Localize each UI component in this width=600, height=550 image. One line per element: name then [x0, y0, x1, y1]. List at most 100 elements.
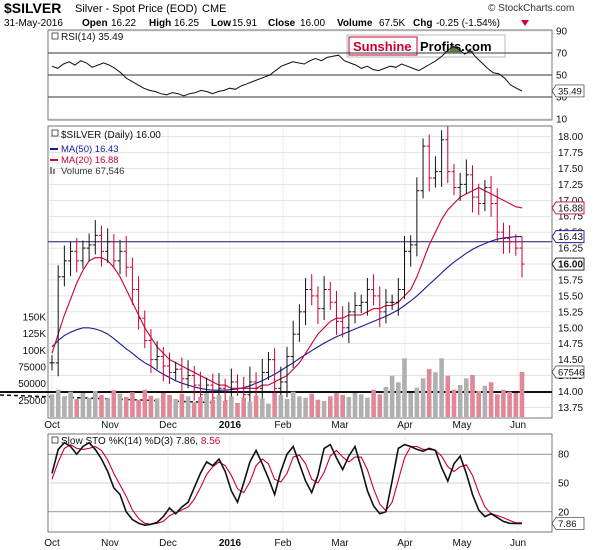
price-x-label: May	[453, 420, 472, 431]
price-bar	[494, 188, 500, 242]
open-value: 16.22	[111, 18, 136, 29]
price-bar	[315, 286, 321, 324]
sto-x-label: Apr	[397, 538, 413, 549]
price-tick-label: 14.00	[558, 387, 583, 398]
legend-volume: Volume 67,546	[61, 166, 124, 177]
price-bar	[340, 306, 346, 338]
down-triangle-icon	[521, 20, 529, 26]
price-bar	[457, 172, 463, 201]
volume-bar	[389, 375, 395, 417]
rsi-layer: 10 30 50 70 90 35.49	[48, 27, 585, 126]
rsi-value-label: 35.49	[558, 86, 582, 97]
price-bar	[61, 245, 67, 287]
sto-tick-label: 50	[558, 479, 570, 490]
watermark: © StockCharts.com	[488, 3, 574, 14]
volume-bar	[358, 394, 364, 417]
price-bar	[160, 346, 166, 382]
price-legend: $SILVER (Daily) 16.00 MA(50) 16.43 MA(20…	[50, 129, 161, 177]
volume-bar	[253, 395, 259, 417]
volume-tick-label: 50000	[18, 379, 46, 390]
chg-value: -0.25 (-1.54%)	[436, 18, 500, 29]
volume-bar	[340, 395, 345, 417]
price-x-label: Feb	[274, 420, 292, 431]
rsi-tick-label: 50	[556, 71, 568, 82]
price-tick-label: 14.50	[558, 355, 583, 366]
price-bar	[129, 257, 135, 305]
price-bar	[148, 329, 154, 374]
price-bar	[439, 130, 445, 187]
sto-x-label: Jun	[510, 538, 526, 549]
sto-x-label: Mar	[331, 538, 349, 549]
volume-bar	[303, 397, 308, 417]
brand-sunshine: Sunshine	[353, 39, 412, 54]
close-value: 16.00	[300, 18, 325, 29]
price-bar	[432, 156, 438, 188]
volume-bar	[501, 389, 506, 417]
volume-value: 67.5K	[379, 18, 405, 29]
volume-bar	[408, 393, 413, 417]
open-label: Open	[82, 18, 108, 29]
price-bar	[395, 278, 401, 316]
volume-bar	[402, 358, 407, 417]
rsi-overbought-fill	[444, 46, 474, 53]
price-tick-label: 15.25	[558, 307, 583, 318]
price-bar	[185, 360, 191, 389]
price-x-label: Apr	[397, 420, 413, 431]
price-tick-label: 17.25	[558, 180, 583, 191]
volume-bar	[507, 391, 512, 417]
volume-bar	[495, 394, 500, 417]
price-x-label: Jun	[510, 420, 526, 431]
price-tick-label: 17.50	[558, 164, 583, 175]
volume-bar	[396, 382, 401, 417]
volume-bar	[105, 398, 110, 417]
volume-bar	[173, 399, 178, 417]
price-bar	[402, 235, 407, 300]
price-bar	[296, 304, 302, 342]
volume-bar	[328, 396, 333, 417]
sto-tick-label: 80	[558, 450, 570, 461]
volume-bar	[445, 375, 451, 417]
volume-bar	[470, 375, 475, 417]
volume-bar	[426, 369, 432, 417]
price-bar	[191, 366, 197, 401]
volume-bar	[519, 372, 525, 417]
volume-bar	[179, 393, 185, 417]
price-bar	[500, 222, 506, 254]
price-tick-label: 13.75	[558, 403, 583, 414]
legend-ma20: MA(20) 16.88	[61, 155, 119, 166]
price-bar	[86, 233, 92, 262]
price-bar	[154, 341, 160, 370]
price-bar	[111, 234, 117, 269]
volume-tick-label: 100K	[23, 346, 47, 357]
price-bar	[358, 294, 364, 314]
volume-bar	[117, 393, 123, 417]
price-bar	[173, 361, 179, 381]
price-value-tag	[551, 257, 585, 271]
volume-tick-label: 25000	[18, 396, 46, 407]
volume-bar	[420, 378, 426, 417]
price-bar	[476, 183, 482, 215]
price-bar	[463, 159, 469, 194]
volume-bar	[161, 393, 166, 417]
volume-bar	[278, 395, 284, 417]
volume-layer: 150K 125K 100K 75000 50000 25000 67546	[18, 313, 584, 417]
volume-bar	[93, 391, 98, 417]
price-bar	[507, 225, 513, 254]
volume-bar	[297, 396, 302, 417]
volume-bar	[247, 401, 253, 417]
volume-bar	[241, 397, 246, 417]
sto-x-label: May	[453, 538, 472, 549]
volume-bar	[55, 389, 61, 417]
volume-bar	[266, 403, 271, 417]
volume-bar	[272, 393, 277, 417]
volume-bar	[315, 399, 321, 417]
chart-header: $SILVER Silver - Spot Price (EOD) CME © …	[4, 0, 574, 29]
rsi-tick-label: 70	[556, 49, 568, 60]
rsi-tick-label: 90	[556, 27, 568, 38]
sto-x-label: Oct	[44, 538, 60, 549]
volume-bar	[488, 382, 494, 417]
volume-bar	[235, 403, 240, 417]
volume-bar	[123, 397, 129, 417]
volume-bar	[136, 399, 141, 417]
volume-label: Volume	[337, 18, 373, 29]
